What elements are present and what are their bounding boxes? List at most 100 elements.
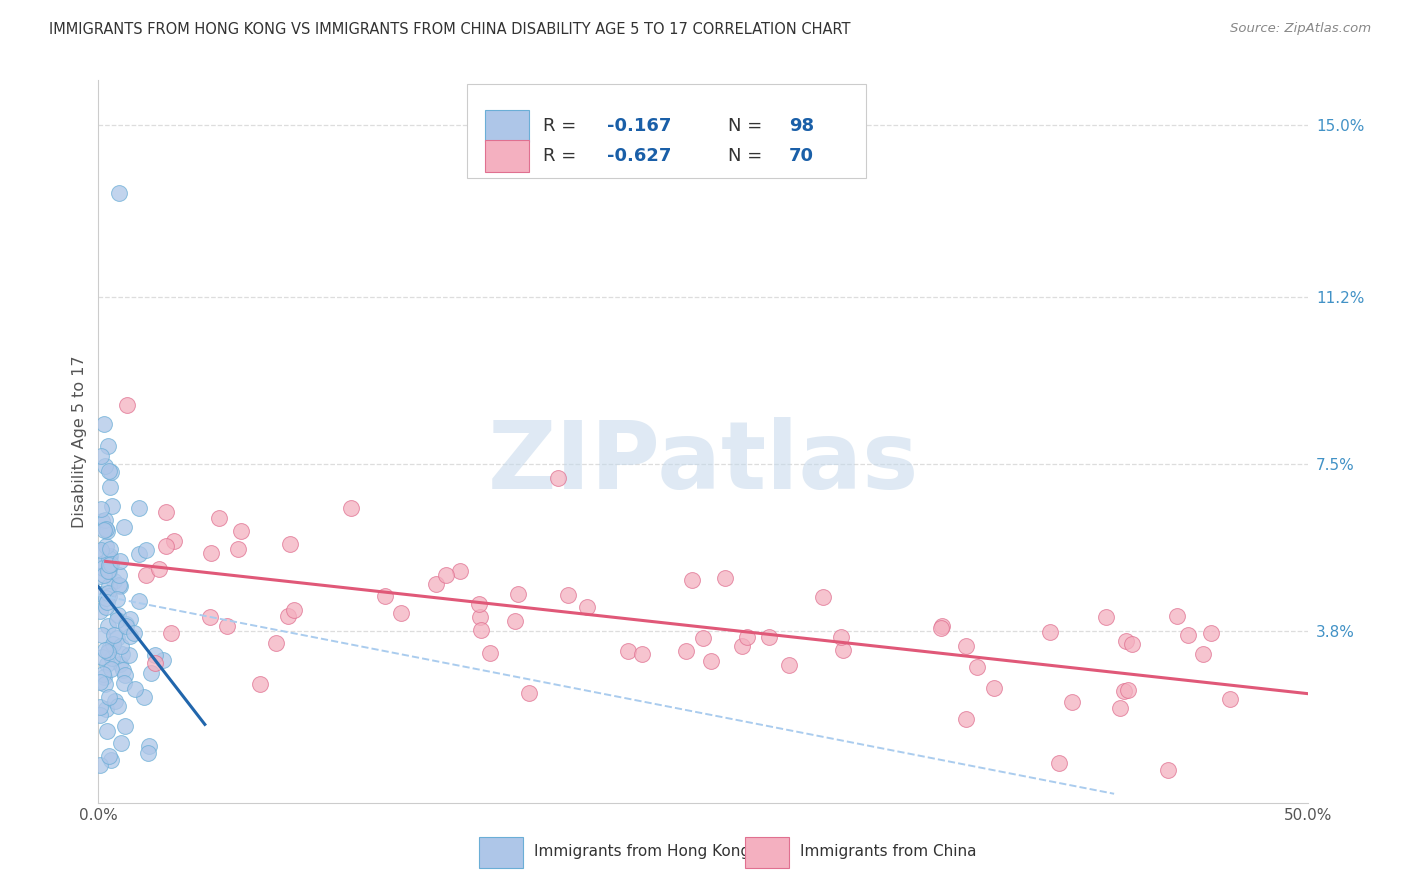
Point — [90, 449, 112, 463]
Point — [89, 568, 111, 582]
Point — [112, 520, 135, 534]
Point — [929, 621, 952, 635]
Point — [517, 685, 540, 699]
Point — [93, 417, 115, 432]
Text: -0.627: -0.627 — [607, 147, 672, 165]
Point — [117, 398, 139, 412]
Point — [90, 587, 112, 601]
FancyBboxPatch shape — [479, 838, 523, 868]
Point — [120, 612, 142, 626]
Point — [96, 702, 118, 716]
Point — [931, 619, 953, 633]
Point — [107, 567, 129, 582]
Point — [122, 625, 145, 640]
Point — [143, 657, 166, 671]
Point — [104, 694, 127, 708]
Point — [128, 594, 150, 608]
Point — [479, 646, 502, 660]
Point — [389, 606, 412, 620]
Point — [114, 618, 136, 632]
Text: IMMIGRANTS FROM HONG KONG VS IMMIGRANTS FROM CHINA DISABILITY AGE 5 TO 17 CORREL: IMMIGRANTS FROM HONG KONG VS IMMIGRANTS … — [49, 22, 851, 37]
Point — [94, 522, 117, 536]
Point — [94, 600, 117, 615]
Point — [468, 610, 491, 624]
Point — [103, 574, 125, 588]
Point — [89, 707, 111, 722]
Point — [97, 464, 120, 478]
Point — [100, 499, 122, 513]
Point — [575, 599, 598, 614]
Point — [955, 712, 977, 726]
Point — [107, 698, 129, 713]
Point — [89, 700, 111, 714]
Point — [100, 557, 122, 571]
Point — [91, 515, 114, 529]
Text: ZIPatlas: ZIPatlas — [488, 417, 918, 509]
Point — [112, 663, 135, 677]
Point — [97, 586, 120, 600]
Point — [91, 561, 114, 575]
Point — [97, 690, 120, 705]
Text: R =: R = — [543, 117, 582, 135]
Point — [1157, 764, 1180, 778]
Point — [108, 186, 131, 201]
Point — [283, 603, 305, 617]
FancyBboxPatch shape — [485, 110, 529, 142]
FancyBboxPatch shape — [467, 84, 866, 178]
Point — [93, 670, 115, 684]
Point — [98, 549, 121, 563]
Point — [1062, 696, 1084, 710]
Point — [100, 753, 122, 767]
Point — [692, 631, 714, 645]
Point — [114, 719, 136, 733]
Point — [105, 631, 128, 645]
Point — [508, 587, 530, 601]
Point — [264, 635, 287, 649]
Point — [425, 576, 447, 591]
Point — [200, 546, 222, 560]
Point — [124, 682, 146, 697]
Point — [1116, 683, 1139, 698]
Point — [103, 628, 125, 642]
Point — [374, 589, 396, 603]
Point — [96, 657, 118, 671]
Point — [93, 643, 115, 657]
Point — [1177, 628, 1199, 642]
Point — [94, 677, 117, 691]
Point — [118, 629, 141, 643]
Point — [97, 619, 120, 633]
Point — [160, 625, 183, 640]
FancyBboxPatch shape — [485, 140, 529, 172]
Point — [1115, 634, 1137, 648]
Point — [617, 644, 640, 658]
Text: N =: N = — [728, 117, 769, 135]
Point — [830, 630, 852, 644]
Point — [340, 501, 363, 516]
Point — [89, 675, 111, 690]
Point — [110, 639, 132, 653]
Point — [90, 650, 112, 665]
Point — [277, 609, 299, 624]
Point — [1199, 625, 1222, 640]
Point — [89, 603, 111, 617]
Point — [547, 471, 569, 485]
Text: -0.167: -0.167 — [607, 117, 672, 135]
Point — [198, 610, 221, 624]
Point — [162, 533, 184, 548]
Point — [96, 724, 118, 739]
Point — [138, 739, 160, 754]
Y-axis label: Disability Age 5 to 17: Disability Age 5 to 17 — [72, 355, 87, 528]
Point — [101, 637, 124, 651]
Point — [97, 565, 120, 579]
Point — [1109, 701, 1132, 715]
Point — [93, 512, 115, 526]
Point — [630, 647, 652, 661]
Point — [249, 677, 271, 691]
Point — [98, 558, 121, 572]
Text: R =: R = — [543, 147, 582, 165]
Point — [98, 558, 121, 572]
Point — [98, 749, 121, 764]
Point — [115, 617, 138, 632]
Point — [1095, 610, 1118, 624]
FancyBboxPatch shape — [745, 838, 789, 868]
